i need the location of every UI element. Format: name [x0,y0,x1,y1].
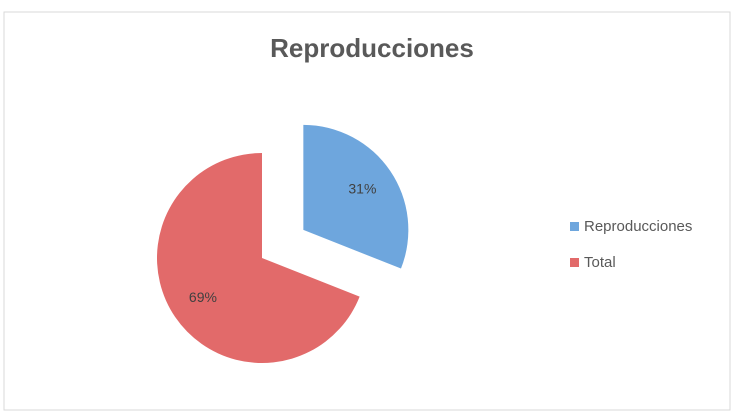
pie-slice [156,153,360,364]
pie-slice [303,124,409,269]
legend-label: Total [584,254,616,271]
data-label: 31% [348,180,376,196]
legend-label: Reproducciones [584,218,692,235]
legend-swatch [570,258,579,267]
legend-swatch [570,222,579,231]
data-label: 69% [189,289,217,305]
chart-title: Reproducciones [270,33,474,63]
